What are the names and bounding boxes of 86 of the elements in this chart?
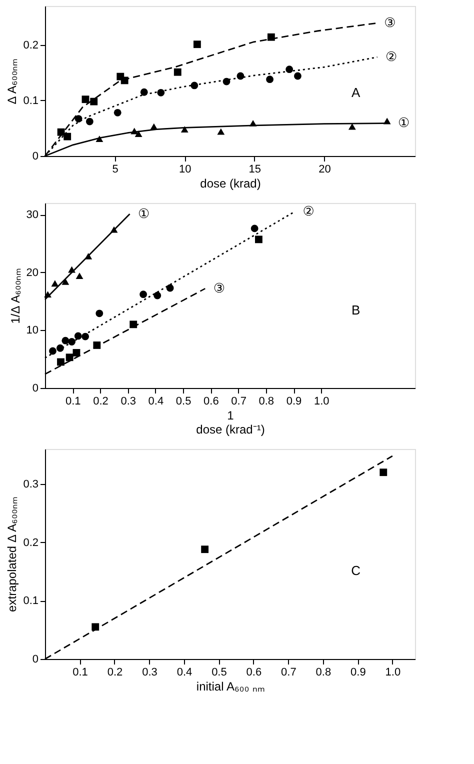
point bbox=[57, 358, 64, 366]
y-tick-label: 0.2 bbox=[23, 536, 38, 549]
point bbox=[157, 88, 165, 96]
x-axis-title: dose (krad) bbox=[200, 176, 261, 190]
y-tick-label: 0 bbox=[32, 150, 38, 162]
x-tick-label: 0.8 bbox=[258, 396, 274, 408]
point bbox=[201, 546, 209, 554]
x-tick-label: 0.6 bbox=[246, 666, 262, 678]
point bbox=[49, 347, 56, 355]
series-label: ② bbox=[302, 204, 314, 220]
x-tick-label: 0.4 bbox=[148, 396, 164, 408]
x-tick-label: 20 bbox=[318, 164, 331, 176]
x-tick-label: 0.2 bbox=[107, 666, 123, 678]
y-tick-label: 0.1 bbox=[23, 94, 38, 107]
point bbox=[90, 98, 98, 106]
point bbox=[76, 272, 84, 280]
x-tick-label: 1.0 bbox=[314, 396, 330, 408]
y-tick-label: 0.2 bbox=[23, 39, 38, 52]
x-tick-label: 0.3 bbox=[120, 396, 136, 408]
point bbox=[82, 96, 90, 104]
point bbox=[255, 236, 262, 244]
y-axis-title: 1/Δ A₆₀₀ₙₘ bbox=[8, 268, 22, 324]
point bbox=[72, 349, 80, 356]
point bbox=[66, 354, 74, 362]
y-tick-label: 0.1 bbox=[23, 595, 38, 608]
y-tick-label: 20 bbox=[26, 266, 38, 279]
point bbox=[154, 292, 162, 300]
point bbox=[64, 132, 72, 140]
y-tick-label: 0 bbox=[32, 382, 38, 394]
point bbox=[62, 278, 70, 285]
x-tick-label: 0.7 bbox=[231, 396, 246, 408]
point bbox=[267, 33, 275, 41]
annotation: B bbox=[351, 302, 360, 318]
x-tick-label: 0.9 bbox=[286, 396, 302, 408]
point bbox=[250, 224, 258, 232]
y-axis-title: Δ A₆₀₀ₙₘ bbox=[5, 58, 20, 104]
x-tick-label: 0.5 bbox=[212, 666, 227, 678]
point bbox=[68, 338, 76, 346]
point bbox=[217, 128, 225, 135]
point bbox=[51, 280, 59, 287]
point bbox=[380, 468, 388, 476]
x-tick-label: 15 bbox=[248, 164, 262, 176]
x-tick-label: 0.4 bbox=[176, 666, 192, 678]
x-tick-label: 0.1 bbox=[72, 666, 88, 678]
series-label: ① bbox=[138, 206, 150, 222]
x-tick-label: 0.8 bbox=[316, 666, 332, 678]
point bbox=[114, 108, 122, 116]
series-label: ② bbox=[385, 50, 398, 66]
point bbox=[134, 130, 142, 137]
x-axis-title: 1 dose (krad⁻¹) bbox=[196, 408, 265, 436]
point bbox=[286, 66, 294, 74]
point bbox=[294, 72, 302, 80]
y-tick-label: 0.3 bbox=[23, 478, 38, 490]
point bbox=[166, 284, 174, 292]
x-tick-label: 5 bbox=[112, 164, 118, 176]
y-tick-label: 0 bbox=[32, 654, 38, 666]
x-tick-label: 0.9 bbox=[350, 666, 366, 678]
x-tick-label: 0.6 bbox=[204, 396, 219, 408]
point bbox=[74, 332, 82, 340]
series-label: ③ bbox=[384, 16, 396, 32]
point bbox=[140, 88, 148, 96]
y-axis-title: extrapolated Δ A₆₀₀ₙₘ bbox=[5, 497, 20, 612]
x-tick-label: 0.2 bbox=[93, 396, 108, 408]
x-tick-label: 0.7 bbox=[281, 666, 296, 678]
series-label: ③ bbox=[213, 282, 225, 297]
point bbox=[174, 68, 182, 76]
point bbox=[140, 290, 148, 298]
x-axis-title: initial A₆₀₀ ₙₘ bbox=[196, 680, 265, 694]
point bbox=[82, 332, 90, 340]
point bbox=[190, 82, 198, 90]
point bbox=[96, 310, 104, 318]
annotation: C bbox=[351, 562, 360, 578]
point bbox=[62, 336, 70, 344]
x-tick-label: 0.3 bbox=[142, 666, 158, 678]
x-tick-label: 0.1 bbox=[65, 396, 81, 408]
point bbox=[193, 40, 201, 48]
point bbox=[266, 76, 274, 84]
annotation: A bbox=[351, 85, 360, 100]
point bbox=[348, 123, 356, 130]
x-tick-label: 10 bbox=[179, 164, 192, 176]
y-tick-label: 30 bbox=[26, 209, 38, 222]
point bbox=[86, 118, 94, 126]
series-label: ① bbox=[398, 116, 410, 132]
x-tick-label: 0.5 bbox=[176, 396, 192, 408]
x-tick-label: 1.0 bbox=[385, 666, 401, 678]
y-tick-label: 10 bbox=[26, 324, 38, 337]
